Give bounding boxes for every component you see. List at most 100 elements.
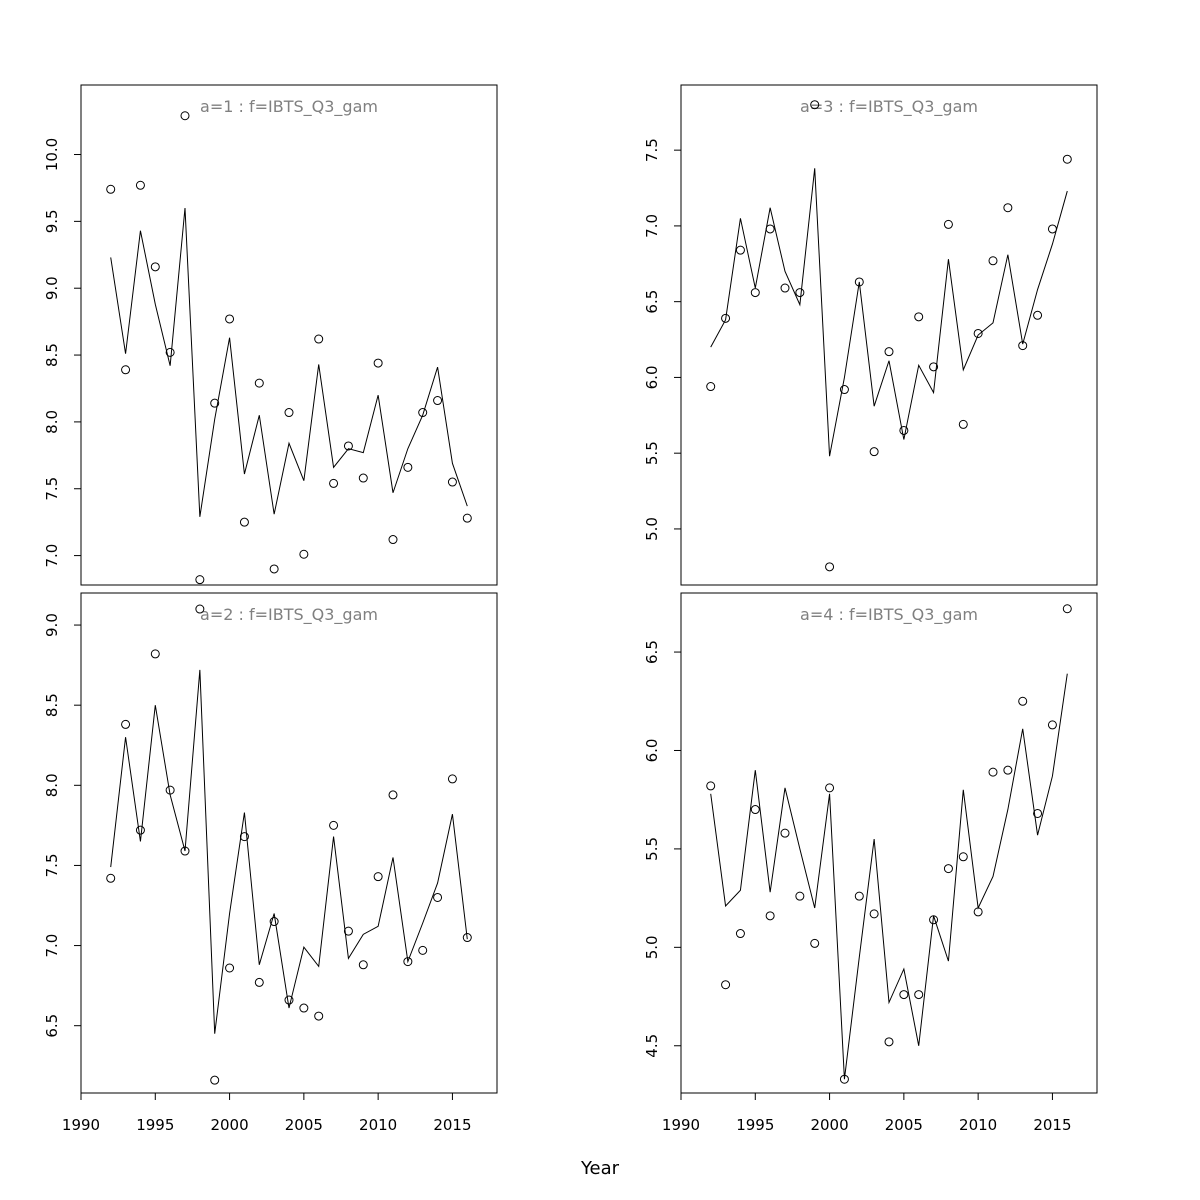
- observed-point: [106, 873, 116, 883]
- observed-point: [195, 575, 205, 585]
- panel-title: a=2 : f=IBTS_Q3_gam: [200, 605, 378, 625]
- observed-point: [447, 477, 457, 487]
- observed-point: [869, 447, 879, 457]
- panel-title: a=1 : f=IBTS_Q3_gam: [200, 97, 378, 117]
- observed-point: [225, 314, 235, 324]
- y-tick-label: 8.5: [43, 693, 61, 717]
- observed-point: [943, 864, 953, 874]
- panel-1: a=1 : f=IBTS_Q3_gam 7.0 7.5 8.0 8.5 9.0 9.5 10.…: [43, 84, 498, 586]
- observed-point: [988, 767, 998, 777]
- observed-point: [343, 926, 353, 936]
- panel-title: a=4 : f=IBTS_Q3_gam: [800, 605, 978, 625]
- observed-point: [373, 358, 383, 368]
- observed-point: [958, 419, 968, 429]
- observed-point: [329, 478, 339, 488]
- plot-frame: [80, 84, 498, 586]
- observed-point: [284, 995, 294, 1005]
- observed-point: [239, 517, 249, 527]
- observed-point: [343, 441, 353, 451]
- observed-point: [706, 781, 716, 791]
- observed-point: [854, 891, 864, 901]
- observed-point: [150, 649, 160, 659]
- observed-point: [121, 719, 131, 729]
- x-tick-label: 2010: [959, 1116, 997, 1134]
- observed-point: [929, 362, 939, 372]
- observed-point: [795, 288, 805, 298]
- observed-point: [795, 891, 805, 901]
- observed-point: [825, 562, 835, 572]
- y-tick-label: 8.0: [43, 773, 61, 797]
- panel-title: a=3 : f=IBTS_Q3_gam: [800, 97, 978, 117]
- observed-point: [943, 219, 953, 229]
- observed-point: [1062, 604, 1072, 614]
- y-tick-label: 7.5: [43, 477, 61, 501]
- observed-point: [810, 938, 820, 948]
- observed-point: [433, 892, 443, 902]
- y-tick-label: 7.5: [43, 854, 61, 878]
- observed-point: [899, 425, 909, 435]
- y-tick-label: 7.0: [643, 214, 661, 238]
- observed-point: [1003, 765, 1013, 775]
- plot-frame: [680, 592, 1098, 1094]
- observed-point: [914, 990, 924, 1000]
- observed-point: [1062, 154, 1072, 164]
- observed-point: [135, 180, 145, 190]
- observed-point: [750, 288, 760, 298]
- y-tick-label: 5.5: [643, 837, 661, 861]
- x-tick-label: 1995: [136, 1116, 174, 1134]
- observed-point: [884, 347, 894, 357]
- fitted-line: [710, 168, 1068, 457]
- observed-point: [1047, 720, 1057, 730]
- x-tick-label: 2000: [210, 1116, 248, 1134]
- y-tick-label: 8.5: [43, 343, 61, 367]
- observed-point: [884, 1037, 894, 1047]
- observed-point: [750, 805, 760, 815]
- y-tick-label: 9.5: [43, 209, 61, 233]
- observed-point: [314, 334, 324, 344]
- observed-point: [225, 963, 235, 973]
- observed-point: [121, 365, 131, 375]
- y-tick-label: 6.0: [643, 739, 661, 763]
- observed-point: [735, 929, 745, 939]
- observed-point: [810, 100, 820, 110]
- observed-point: [195, 604, 205, 614]
- observed-point: [1033, 808, 1043, 818]
- observed-point: [388, 535, 398, 545]
- observed-point: [299, 1003, 309, 1013]
- y-tick-label: 9.0: [43, 613, 61, 637]
- y-tick-label: 4.5: [643, 1034, 661, 1058]
- observed-point: [1018, 696, 1028, 706]
- observed-point: [403, 957, 413, 967]
- panel-3: a=2 : f=IBTS_Q3_gam 6.5 7.0 7.5 8.0 8.5 9.0 199…: [43, 592, 498, 1134]
- x-tick-label: 2005: [885, 1116, 923, 1134]
- x-tick-label: 2015: [433, 1116, 471, 1134]
- x-tick-label: 2010: [359, 1116, 397, 1134]
- observed-point: [299, 549, 309, 559]
- x-axis-label: Year: [580, 1158, 620, 1179]
- observed-point: [254, 977, 264, 987]
- plot-frame: [680, 84, 1098, 586]
- observed-point: [988, 256, 998, 266]
- y-tick-label: 7.0: [43, 544, 61, 568]
- observed-point: [373, 872, 383, 882]
- observed-point: [180, 111, 190, 121]
- fitted-line: [710, 673, 1068, 1080]
- observed-point: [314, 1011, 324, 1021]
- observed-point: [780, 828, 790, 838]
- y-tick-label: 5.0: [643, 517, 661, 541]
- observed-point: [839, 385, 849, 395]
- x-tick-label: 1990: [62, 1116, 100, 1134]
- observed-point: [135, 825, 145, 835]
- observed-point: [358, 960, 368, 970]
- x-tick-label: 2000: [810, 1116, 848, 1134]
- observed-point: [914, 312, 924, 322]
- observed-point: [269, 917, 279, 927]
- observed-point: [418, 945, 428, 955]
- y-tick-label: 7.0: [43, 934, 61, 958]
- observed-point: [418, 408, 428, 418]
- panel-4: a=4 : f=IBTS_Q3_gam 4.5 5.0 5.5 6.0 6.5 1990 19…: [643, 592, 1098, 1134]
- x-tick-label: 1990: [662, 1116, 700, 1134]
- observed-point: [765, 224, 775, 234]
- observed-point: [210, 1075, 220, 1085]
